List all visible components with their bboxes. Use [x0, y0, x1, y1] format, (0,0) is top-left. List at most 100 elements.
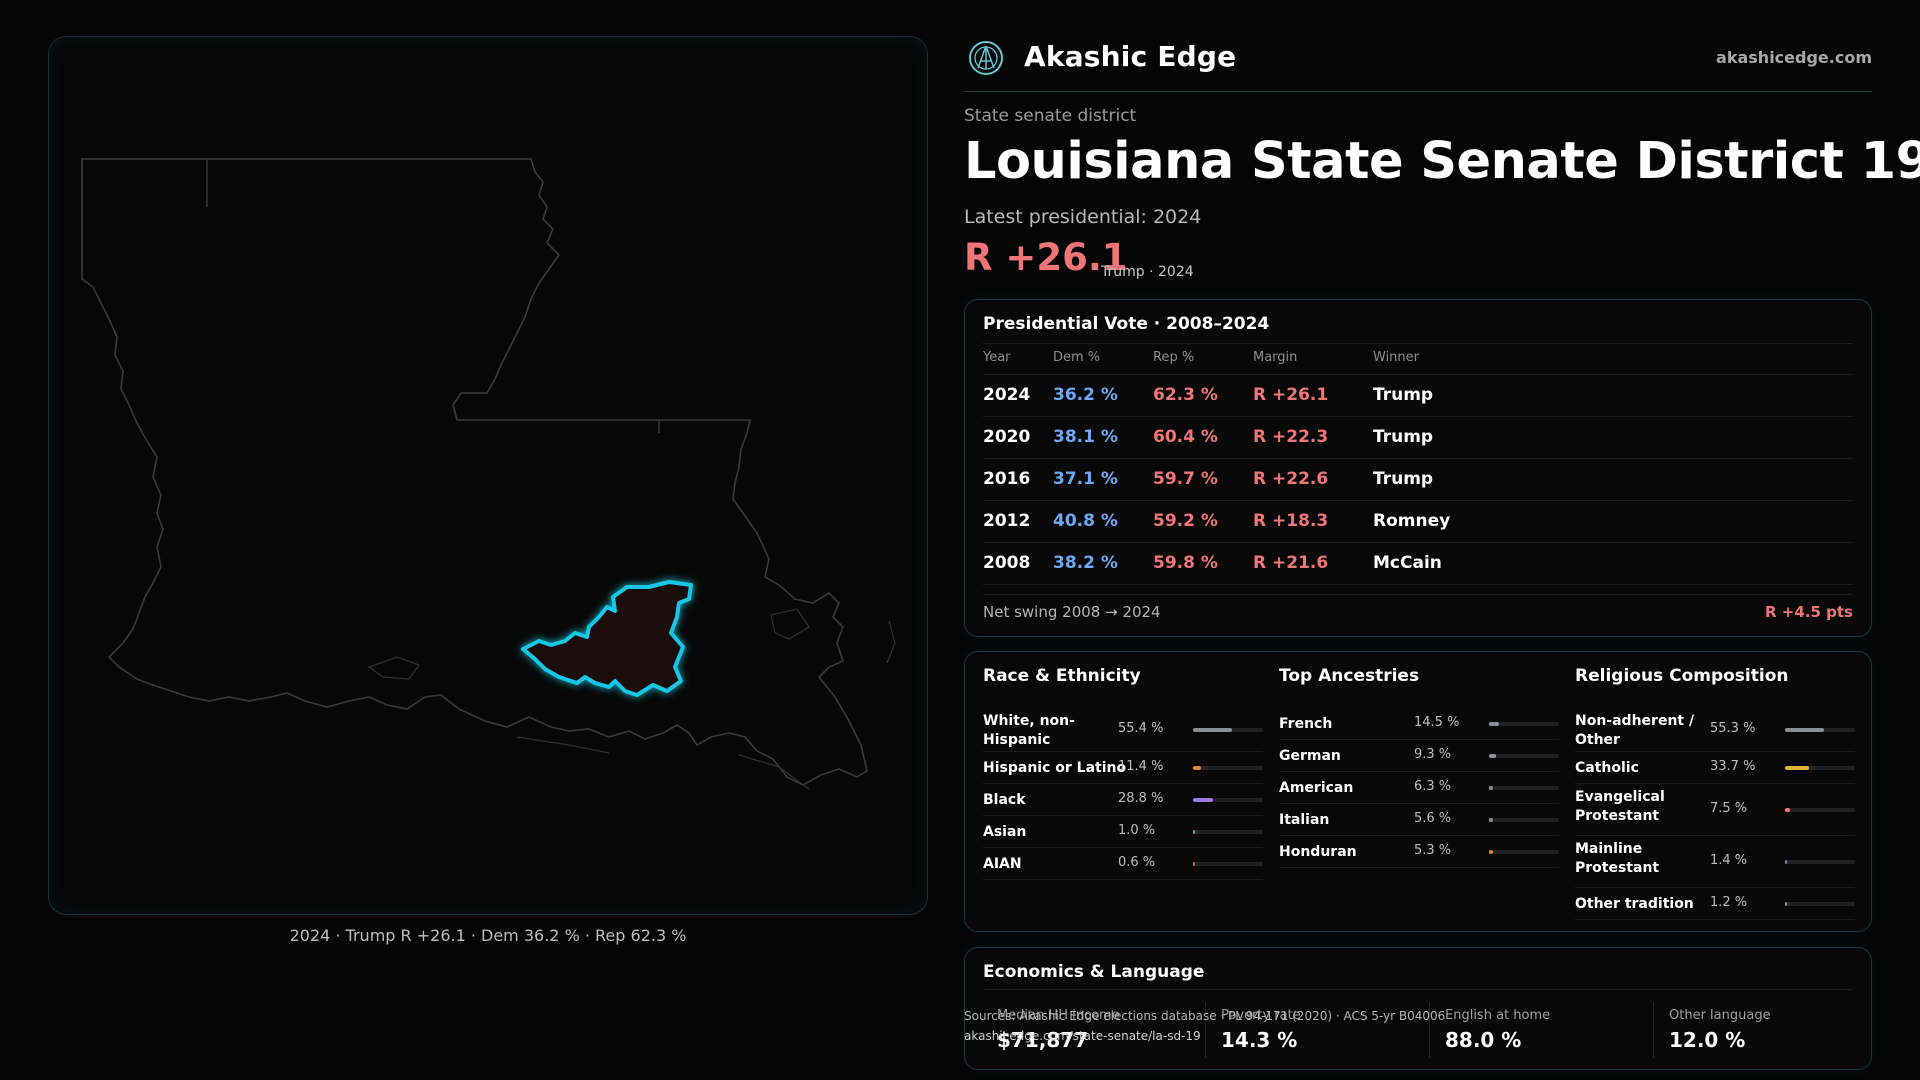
cell-winner: Romney — [1373, 511, 1451, 531]
item-value: 55.3 % — [1710, 721, 1756, 736]
economics-language-card: Economics & Language Median HH income $7… — [964, 947, 1872, 1070]
page-title: Louisiana State Senate District 19 — [964, 132, 1920, 191]
net-swing-label: Net swing 2008 → 2024 — [983, 603, 1161, 621]
list-item[interactable]: Asian 1.0 % — [983, 816, 1263, 848]
cell-year: 2008 — [983, 553, 1031, 573]
item-bar-fill — [1489, 850, 1493, 854]
coast-fragment — [516, 736, 610, 754]
item-bar — [1785, 902, 1855, 906]
cell-year: 2024 — [983, 385, 1031, 405]
cell-winner: Trump — [1373, 469, 1434, 489]
cell-winner: Trump — [1373, 385, 1434, 405]
item-bar — [1785, 728, 1855, 732]
district-19-shape[interactable] — [521, 580, 693, 697]
item-label: Asian — [983, 824, 1027, 840]
table-row[interactable]: 2024 36.2 % 62.3 % R +26.1 Trump — [983, 375, 1853, 417]
item-value: 6.3 % — [1414, 779, 1452, 794]
item-bar-fill — [1193, 766, 1201, 770]
item-bar — [1193, 766, 1263, 770]
item-value: 0.6 % — [1118, 855, 1156, 870]
item-label: Italian — [1279, 812, 1330, 828]
cell-dem: 38.1 % — [1053, 427, 1118, 447]
column-header-year: Year — [983, 350, 1011, 365]
cell-year: 2016 — [983, 469, 1031, 489]
list-item[interactable]: White, non- Hispanic 55.4 % — [983, 708, 1263, 752]
headline-margin-sub: Trump · 2024 — [1101, 264, 1194, 280]
card-title: Presidential Vote · 2008–2024 — [983, 314, 1270, 334]
headline-margin: R +26.1 — [964, 236, 1128, 279]
item-value: 1.0 % — [1118, 823, 1156, 838]
cell-dem: 40.8 % — [1053, 511, 1118, 531]
table-row[interactable]: 2008 38.2 % 59.8 % R +21.6 McCain — [983, 543, 1853, 585]
item-bar-fill — [1785, 808, 1791, 812]
list-item[interactable]: Black 28.8 % — [983, 784, 1263, 816]
religious-composition-title: Religious Composition — [1575, 666, 1789, 686]
table-row[interactable]: 2020 38.1 % 60.4 % R +22.3 Trump — [983, 417, 1853, 459]
religious-composition-column: Religious Composition Non-adherent / Oth… — [1575, 652, 1855, 933]
list-item[interactable]: Mainline Protestant 1.4 % — [1575, 836, 1855, 888]
stat-label: Other language — [1669, 1008, 1771, 1023]
race-ethnicity-column: Race & Ethnicity White, non- Hispanic 55.… — [983, 652, 1263, 933]
list-item[interactable]: American 6.3 % — [1279, 772, 1559, 804]
item-value: 14.5 % — [1414, 715, 1460, 730]
list-item[interactable]: French 14.5 % — [1279, 708, 1559, 740]
item-bar-fill — [1193, 798, 1214, 802]
stat-value: 14.3 % — [1221, 1028, 1298, 1052]
item-value: 55.4 % — [1118, 721, 1164, 736]
cell-margin: R +21.6 — [1253, 553, 1329, 573]
item-bar — [1193, 862, 1263, 866]
list-item[interactable]: Catholic 33.7 % — [1575, 752, 1855, 784]
item-bar — [1193, 798, 1263, 802]
akashic-logo-icon[interactable] — [968, 40, 1004, 76]
item-value: 5.6 % — [1414, 811, 1452, 826]
table-row[interactable]: 2016 37.1 % 59.7 % R +22.6 Trump — [983, 459, 1853, 501]
list-item[interactable]: Evangelical Protestant 7.5 % — [1575, 784, 1855, 836]
demographics-card: Race & Ethnicity White, non- Hispanic 55.… — [964, 651, 1872, 932]
column-header-margin: Margin — [1253, 350, 1298, 365]
race-ethnicity-title: Race & Ethnicity — [983, 666, 1141, 686]
item-label: Honduran — [1279, 844, 1357, 860]
source-note: Sources: Akashic Edge elections database… — [964, 1006, 1445, 1046]
cell-year: 2020 — [983, 427, 1031, 447]
stat-label: Median HH income — [997, 1008, 1120, 1023]
item-label: German — [1279, 748, 1341, 764]
cell-margin: R +18.3 — [1253, 511, 1329, 531]
item-bar-fill — [1785, 728, 1824, 732]
item-bar — [1785, 766, 1855, 770]
list-item[interactable]: Honduran 5.3 % — [1279, 836, 1559, 868]
item-value: 11.4 % — [1118, 759, 1164, 774]
list-item[interactable]: Non-adherent / Other 55.3 % — [1575, 708, 1855, 752]
item-label: Catholic — [1575, 760, 1639, 776]
item-bar — [1489, 722, 1559, 726]
list-item[interactable]: Italian 5.6 % — [1279, 804, 1559, 836]
map-caption: 2024 · Trump R +26.1 · Dem 36.2 % · Rep … — [289, 926, 687, 945]
source-url[interactable]: akashicedge.com/state-senate/la-sd-19 — [964, 1029, 1201, 1043]
table-row[interactable]: 2012 40.8 % 59.2 % R +18.3 Romney — [983, 501, 1853, 543]
item-bar-fill — [1489, 786, 1494, 790]
item-value: 28.8 % — [1118, 791, 1164, 806]
item-label: AIAN — [983, 856, 1022, 872]
stat-value: 88.0 % — [1445, 1028, 1522, 1052]
item-label: Evangelical Protestant — [1575, 789, 1665, 824]
site-link[interactable]: akashicedge.com — [1716, 48, 1872, 67]
state-map[interactable] — [49, 37, 929, 916]
cell-rep: 59.8 % — [1153, 553, 1218, 573]
state-outline — [81, 158, 868, 786]
list-item[interactable]: Hispanic or Latino 11.4 % — [983, 752, 1263, 784]
map-panel[interactable] — [48, 36, 928, 915]
list-item[interactable]: Other tradition 1.2 % — [1575, 888, 1855, 920]
item-bar-fill — [1193, 728, 1232, 732]
item-bar-fill — [1193, 862, 1195, 866]
item-bar — [1785, 808, 1855, 812]
list-item[interactable]: AIAN 0.6 % — [983, 848, 1263, 880]
cell-rep: 60.4 % — [1153, 427, 1218, 447]
cell-year: 2012 — [983, 511, 1031, 531]
coast-fragment — [770, 608, 810, 640]
brand-name[interactable]: Akashic Edge — [1024, 40, 1237, 73]
item-bar-fill — [1785, 766, 1809, 770]
list-item[interactable]: German 9.3 % — [1279, 740, 1559, 772]
column-header-rep: Rep % — [1153, 350, 1195, 365]
card-title: Economics & Language — [983, 962, 1205, 982]
header: Akashic Edge akashicedge.com — [964, 36, 1872, 92]
cell-winner: McCain — [1373, 553, 1442, 573]
